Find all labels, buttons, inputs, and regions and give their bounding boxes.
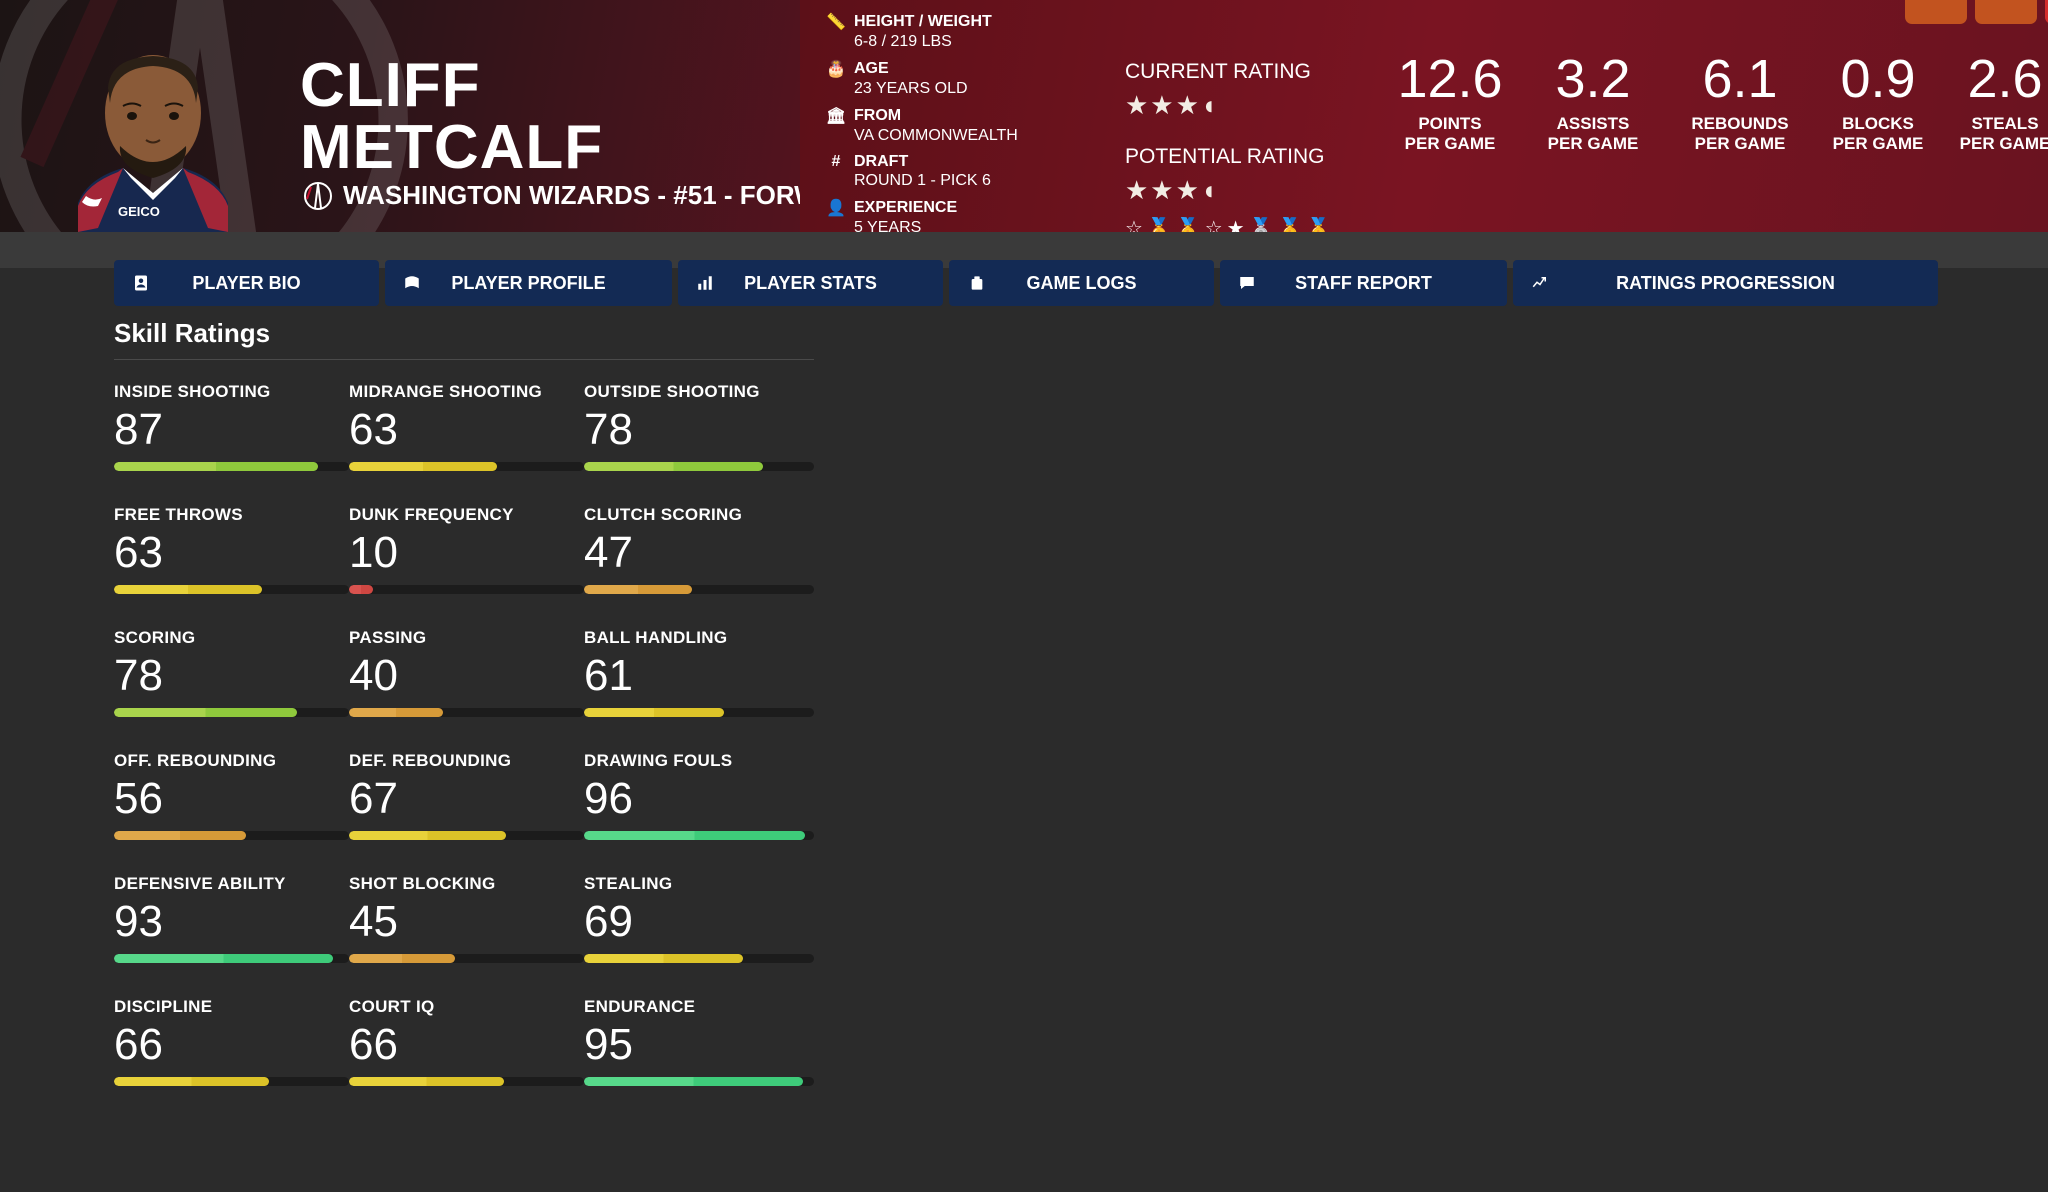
svg-text:GEICO: GEICO — [118, 204, 160, 219]
